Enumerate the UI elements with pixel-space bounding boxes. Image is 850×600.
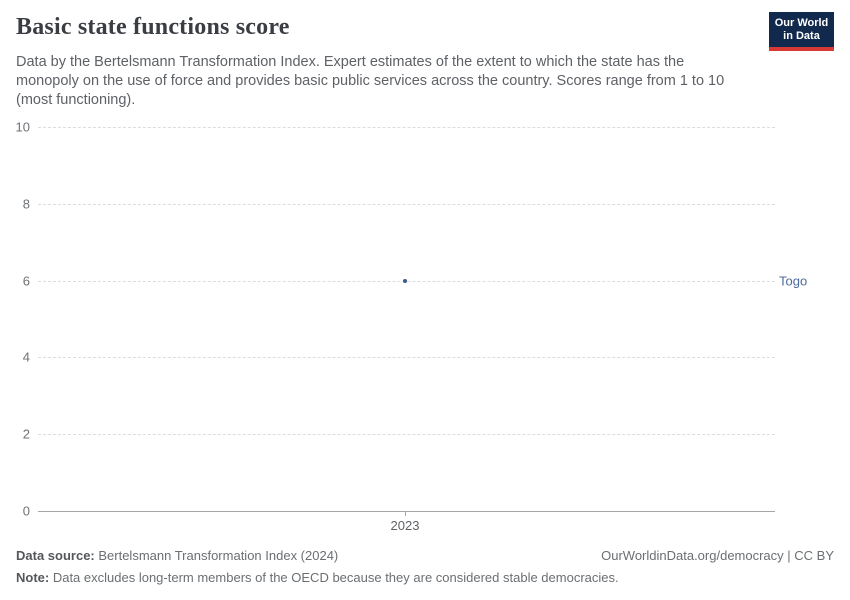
owid-logo-line2: in Data: [783, 30, 820, 42]
y-axis-tick-label: 0: [22, 503, 30, 519]
page-title: Basic state functions score: [16, 14, 290, 40]
x-axis-line: [38, 511, 775, 512]
data-source-label: Data source:: [16, 548, 95, 563]
gridline: [38, 204, 775, 205]
y-axis-tick-label: 2: [22, 426, 30, 442]
subtitle-line: monopoly on the use of force and provide…: [16, 73, 725, 89]
x-axis-tick-label: 2023: [390, 518, 420, 533]
note-label: Note:: [16, 570, 50, 585]
owid-logo[interactable]: Our World in Data: [769, 12, 834, 51]
gridline: [38, 357, 775, 358]
x-axis-tick-mark: [405, 511, 406, 516]
chart-footer: Data source: Bertelsmann Transformation …: [16, 548, 834, 585]
owid-logo-line1: Our World: [774, 17, 829, 29]
gridline: [38, 434, 775, 435]
entity-label-togo[interactable]: Togo: [779, 273, 808, 289]
y-axis-tick-label: 8: [22, 196, 30, 212]
y-axis-tick-label: 6: [22, 273, 30, 289]
gridline: [38, 127, 775, 128]
subtitle-line: Data by the Bertelsmann Transformation I…: [16, 54, 685, 70]
y-axis-tick-label: 10: [15, 119, 30, 135]
footer-note: Note: Data excludes long-term members of…: [16, 570, 834, 585]
data-point[interactable]: [403, 278, 407, 283]
y-axis-tick-label: 4: [22, 349, 30, 365]
footer-link[interactable]: OurWorldinData.org/democracy | CC BY: [601, 548, 834, 563]
data-source-value: Bertelsmann Transformation Index (2024): [94, 548, 339, 563]
subtitle-line: (most functioning).: [16, 92, 136, 108]
data-source: Data source: Bertelsmann Transformation …: [16, 548, 338, 563]
note-value: Data excludes long-term members of the O…: [49, 570, 619, 585]
chart-subtitle: Data by the Bertelsmann Transformation I…: [16, 53, 724, 110]
